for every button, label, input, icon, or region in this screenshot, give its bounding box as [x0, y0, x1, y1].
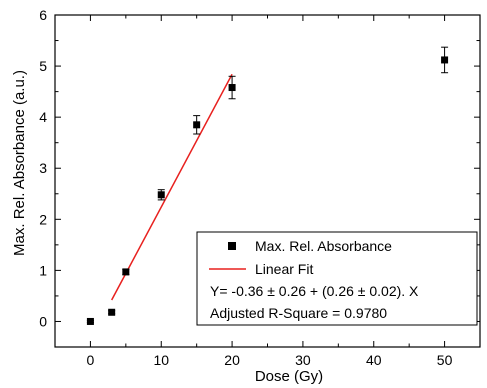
fit-equation: Y= -0.36 ± 0.26 + (0.26 ± 0.02). X: [210, 283, 419, 299]
legend-marker-square: [228, 242, 236, 250]
data-point: [193, 121, 201, 129]
y-tick-label: 6: [39, 7, 47, 23]
y-tick-label: 2: [39, 211, 47, 227]
fit-line: [111, 73, 233, 301]
legend-label-absorbance: Max. Rel. Absorbance: [255, 238, 392, 254]
y-tick-label: 3: [39, 160, 47, 176]
y-axis-title: Max. Rel. Absorbance (a.u.): [11, 70, 28, 256]
x-tick-label: 20: [224, 352, 240, 368]
data-point: [108, 308, 116, 316]
data-point: [122, 268, 130, 276]
y-tick-label: 4: [39, 109, 47, 125]
x-tick-label: 40: [366, 352, 382, 368]
y-tick-label: 1: [39, 262, 47, 278]
legend-label-fit: Linear Fit: [255, 261, 313, 277]
data-point: [441, 56, 449, 64]
legend: Max. Rel. Absorbance Linear Fit Y= -0.36…: [196, 231, 478, 326]
y-tick-label: 0: [39, 313, 47, 329]
data-point: [86, 317, 94, 325]
x-tick-label: 10: [153, 352, 169, 368]
fit-r-square: Adjusted R-Square = 0.9780: [210, 305, 387, 321]
axes: 0 10 20 30 40 50 0 1 2 3 4 5 6: [39, 7, 481, 368]
legend-box: [196, 231, 478, 326]
data-point: [157, 191, 165, 199]
x-tick-label: 50: [437, 352, 453, 368]
x-axis-title: Dose (Gy): [255, 368, 323, 385]
y-tick-label: 5: [39, 58, 47, 74]
x-tick-label: 30: [295, 352, 311, 368]
data-point: [228, 84, 236, 92]
plot-area: [86, 46, 449, 325]
x-tick-label: 0: [87, 352, 95, 368]
